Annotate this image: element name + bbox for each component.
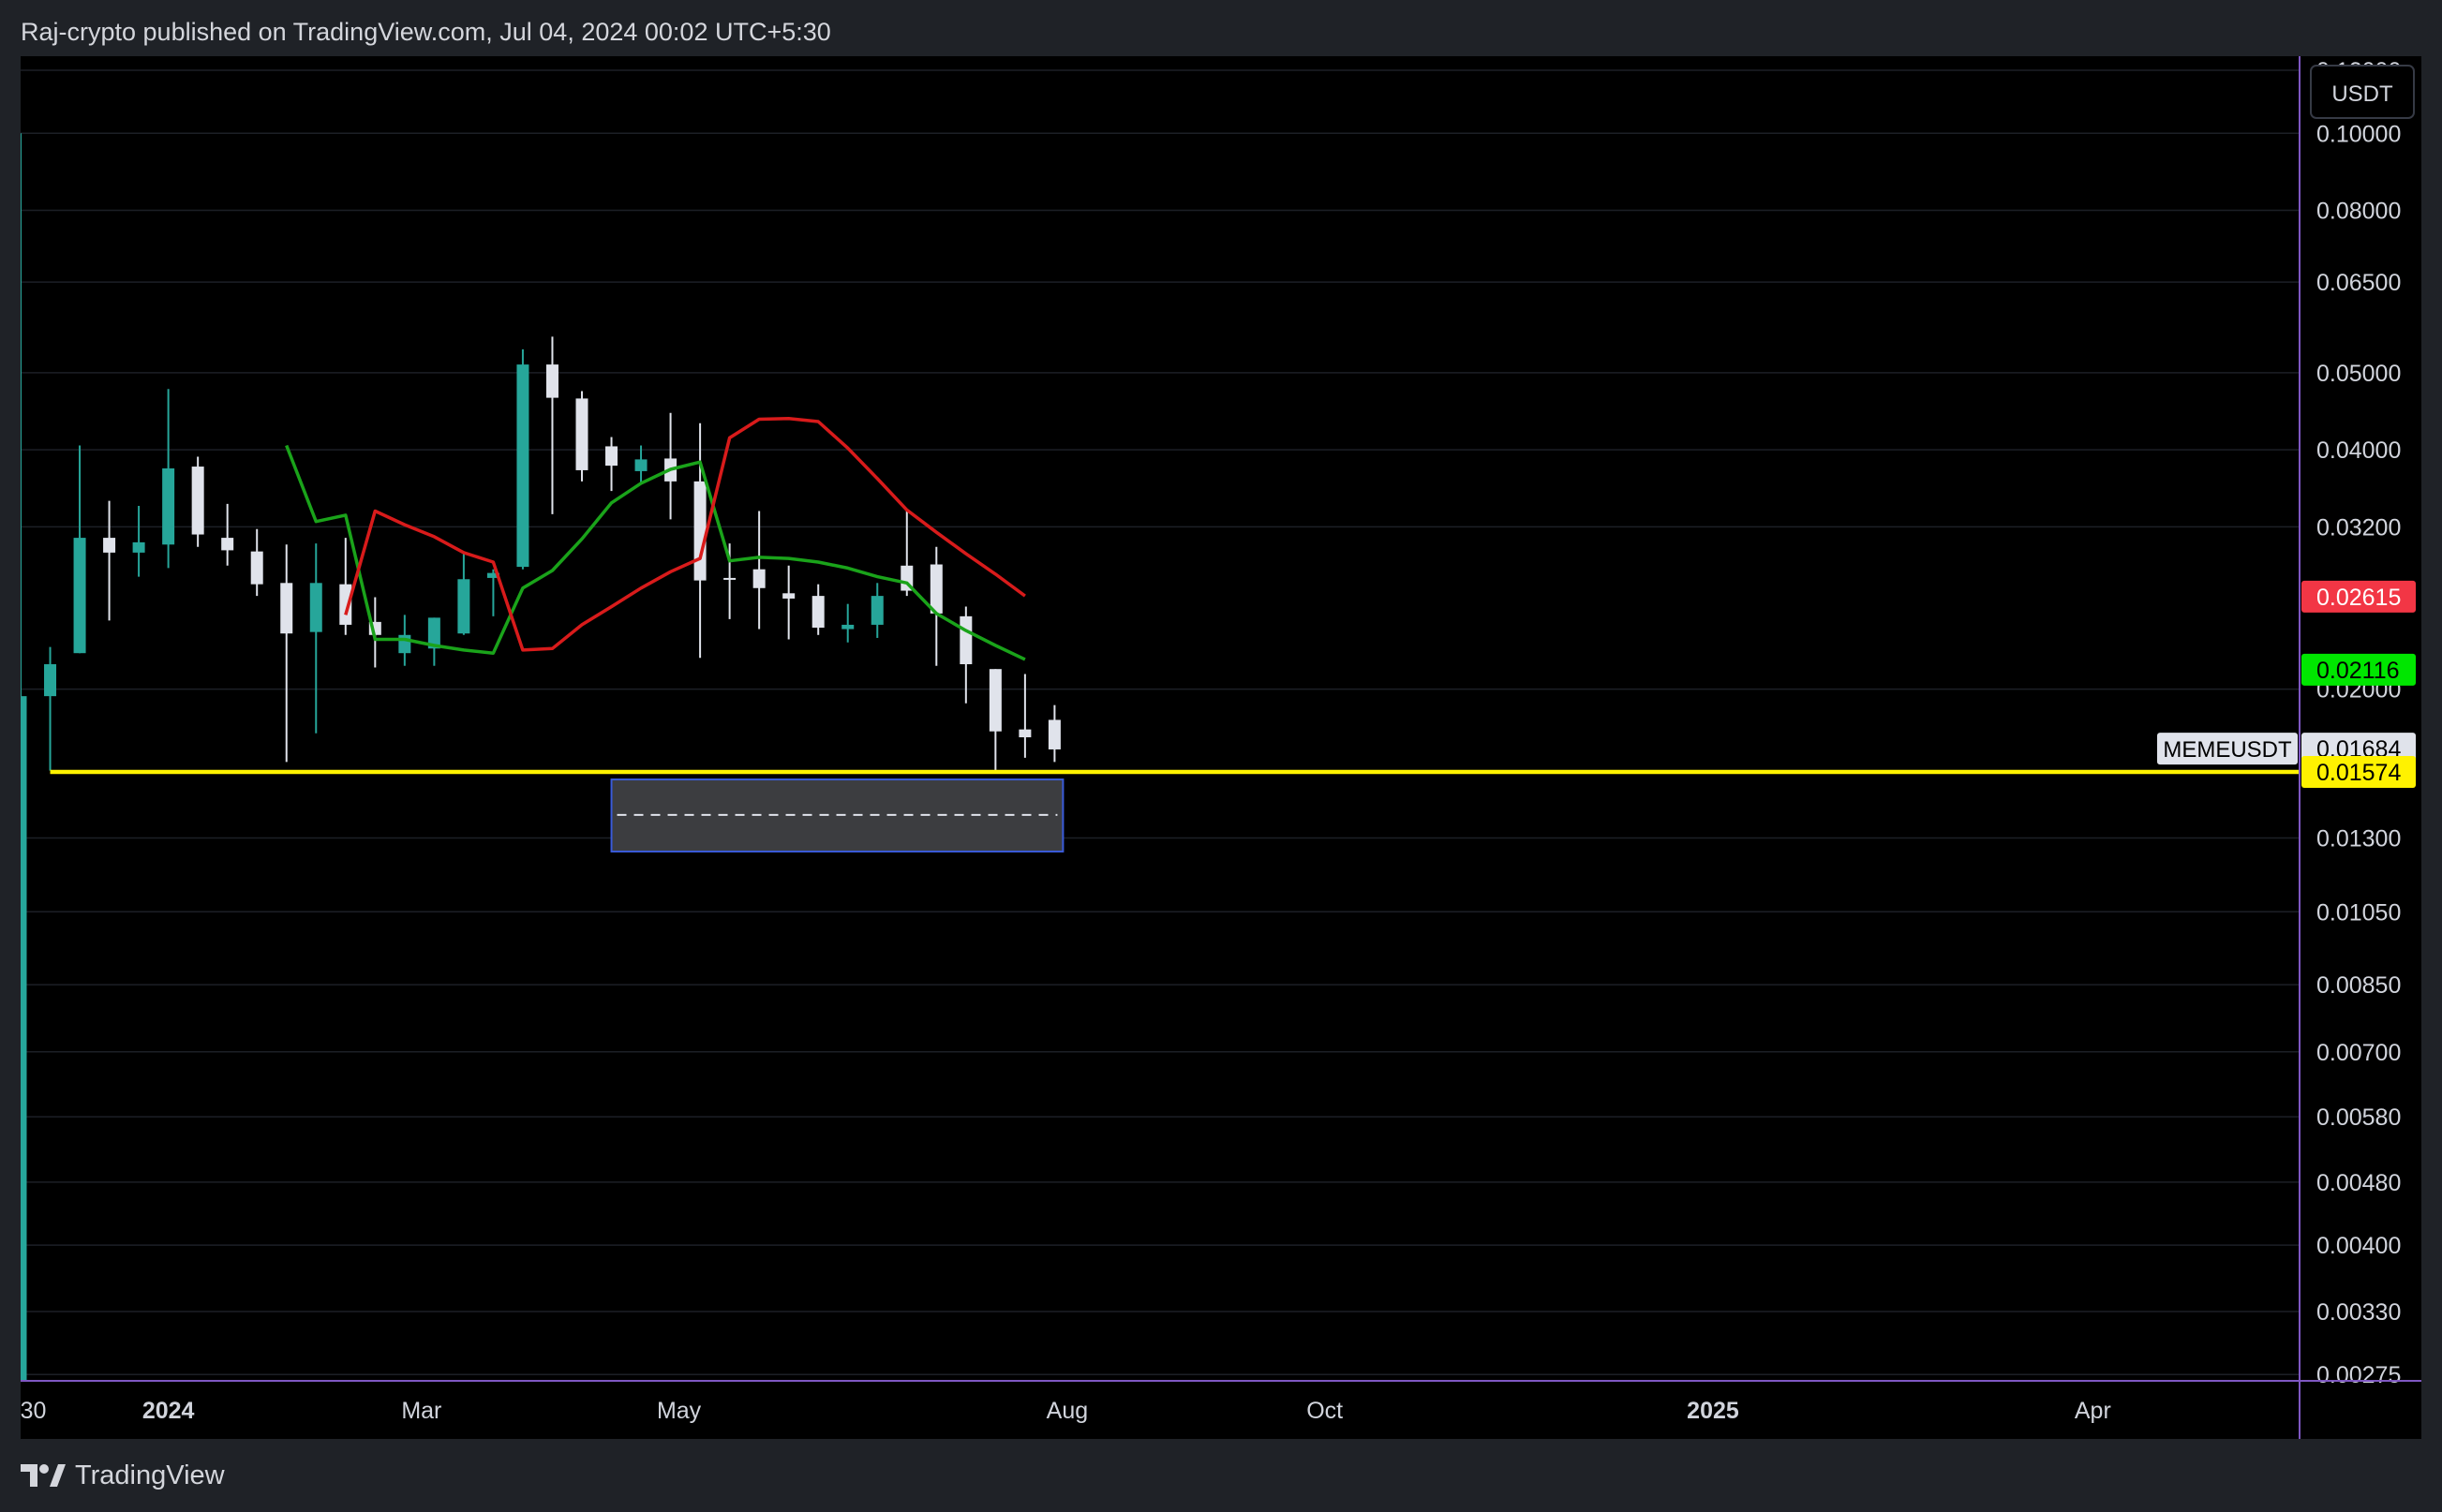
price-label-value: 0.02116 bbox=[2316, 658, 2400, 684]
candle-body bbox=[634, 459, 648, 471]
candle-body bbox=[960, 615, 973, 665]
ma-slow-line bbox=[344, 416, 1026, 652]
candle-body bbox=[191, 467, 204, 535]
chart-area[interactable]: 0.120000.100000.080000.065000.050000.040… bbox=[21, 56, 2421, 1439]
candlestick-chart[interactable]: 0.120000.100000.080000.065000.050000.040… bbox=[21, 56, 2421, 1439]
y-tick-label: 0.00700 bbox=[2316, 1040, 2401, 1066]
y-tick-label: 0.03200 bbox=[2316, 514, 2401, 541]
x-tick-label: Oct bbox=[1306, 1398, 1343, 1424]
candle-body bbox=[871, 596, 884, 625]
x-tick-label: 2025 bbox=[1687, 1398, 1739, 1424]
candle-body bbox=[1019, 729, 1032, 738]
tradingview-brand-text: TradingView bbox=[75, 1460, 225, 1490]
candle-body bbox=[44, 664, 57, 697]
x-tick-label: May bbox=[657, 1398, 702, 1424]
candle-body bbox=[812, 596, 825, 628]
highlight-zone bbox=[610, 778, 1065, 852]
price-label-box bbox=[2301, 580, 2416, 613]
candle-body bbox=[221, 538, 234, 551]
candle-body bbox=[132, 541, 145, 553]
price-label-box bbox=[2301, 653, 2416, 686]
candle-body bbox=[21, 696, 27, 1381]
candle-body bbox=[162, 467, 175, 545]
moving-averages bbox=[285, 416, 1026, 661]
price-label-value: 0.01574 bbox=[2316, 760, 2401, 786]
candle-body bbox=[398, 634, 411, 654]
candle-body bbox=[575, 398, 588, 470]
candle-body bbox=[457, 579, 470, 634]
symbol-tag-label: MEMEUSDT bbox=[2163, 737, 2292, 763]
y-tick-label: 0.00400 bbox=[2316, 1233, 2401, 1259]
symbol-tag-box bbox=[2157, 733, 2298, 765]
footer-brand[interactable]: TradingView bbox=[21, 1457, 225, 1494]
y-tick-label: 0.04000 bbox=[2316, 437, 2401, 464]
y-tick-label: 0.08000 bbox=[2316, 199, 2401, 225]
candle-body bbox=[486, 572, 499, 578]
grid-lines bbox=[21, 69, 2300, 1375]
candle-body bbox=[250, 551, 263, 585]
candle-body bbox=[280, 583, 293, 634]
candle-body bbox=[73, 538, 86, 654]
x-tick-label: Aug bbox=[1047, 1398, 1088, 1424]
y-tick-label: 0.00850 bbox=[2316, 972, 2401, 999]
candle-body bbox=[103, 538, 116, 553]
y-tick-label: 0.01050 bbox=[2316, 899, 2401, 926]
y-tick-label: 0.00330 bbox=[2316, 1299, 2401, 1326]
x-tick-label: Apr bbox=[2075, 1398, 2111, 1424]
y-tick-label: 0.01300 bbox=[2316, 826, 2401, 852]
y-tick-label: 0.00480 bbox=[2316, 1170, 2401, 1196]
candle-body bbox=[989, 669, 1002, 732]
candle-body bbox=[1048, 719, 1061, 749]
y-tick-label: 0.10000 bbox=[2316, 121, 2401, 147]
candle-body bbox=[516, 364, 529, 568]
y-tick-label: 0.05000 bbox=[2316, 361, 2401, 387]
candle-body bbox=[605, 446, 618, 467]
ma-fast-line bbox=[285, 444, 1026, 661]
candle-body bbox=[752, 569, 766, 588]
candle-body bbox=[545, 364, 558, 398]
currency-label: USDT bbox=[2331, 82, 2393, 107]
price-label-value: 0.02615 bbox=[2316, 585, 2401, 611]
currency-button[interactable] bbox=[2310, 65, 2415, 119]
candle-body bbox=[723, 577, 737, 580]
y-tick-label: 0.00580 bbox=[2316, 1104, 2401, 1131]
tradingview-logo-icon bbox=[21, 1464, 66, 1487]
candle-body bbox=[309, 583, 322, 632]
candle-body bbox=[693, 481, 707, 581]
x-tick-label: 2024 bbox=[142, 1398, 195, 1424]
price-label-box bbox=[2301, 755, 2416, 788]
y-tick-label: 0.06500 bbox=[2316, 270, 2401, 296]
publication-header: Raj-crypto published on TradingView.com,… bbox=[21, 18, 831, 46]
y-tick-label: 0.00275 bbox=[2316, 1362, 2401, 1388]
x-tick-label: 30 bbox=[21, 1398, 46, 1424]
candle-body bbox=[930, 564, 943, 614]
x-tick-label: Mar bbox=[401, 1398, 441, 1424]
candles bbox=[21, 133, 1061, 1381]
axes: 0.120000.100000.080000.065000.050000.040… bbox=[21, 56, 2421, 1439]
candle-body bbox=[841, 624, 855, 630]
candle-body bbox=[339, 584, 352, 625]
candle-body bbox=[782, 593, 796, 599]
candle-body bbox=[427, 617, 440, 649]
